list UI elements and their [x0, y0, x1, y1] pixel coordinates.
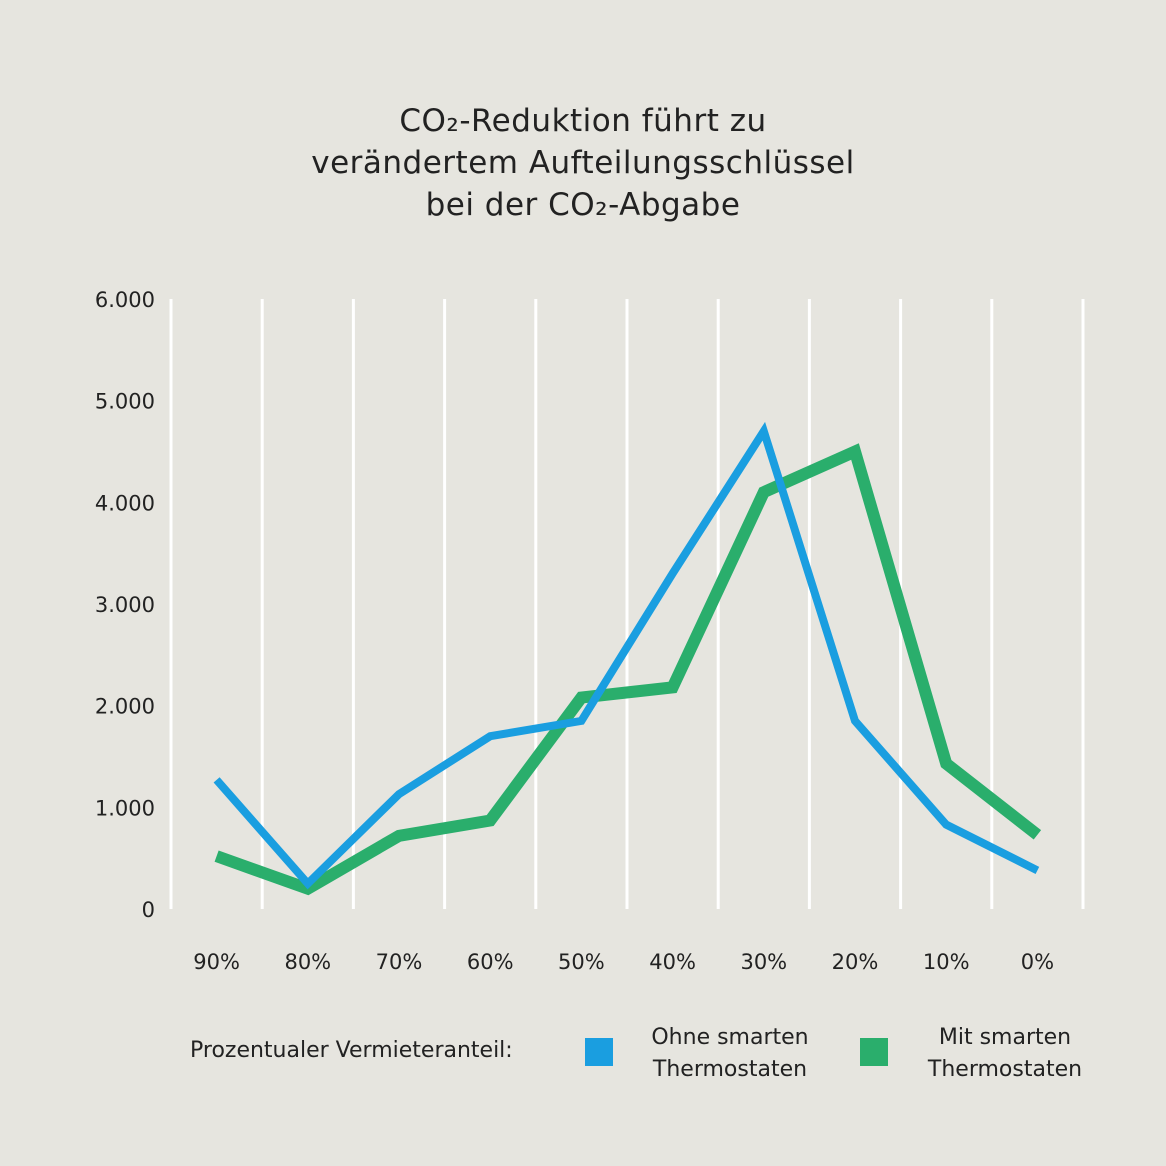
- x-tick-label: 80%: [284, 950, 331, 974]
- y-tick-label: 4.000: [95, 491, 155, 515]
- x-tick-label: 10%: [923, 950, 970, 974]
- title-line-1: CO₂-Reduktion führt zu: [399, 103, 767, 139]
- y-tick-label: 0: [142, 898, 155, 922]
- title-line-2: verändertem Aufteilungsschlüssel: [311, 145, 855, 181]
- x-tick-label: 50%: [558, 950, 605, 974]
- legend-swatch-mit: [860, 1038, 888, 1066]
- x-tick-label: 30%: [740, 950, 787, 974]
- x-tick-label: 0%: [1021, 950, 1054, 974]
- x-tick-label: 40%: [649, 950, 696, 974]
- x-tick-label: 20%: [832, 950, 879, 974]
- gridlines: [169, 299, 1085, 909]
- x-tick-label: 70%: [376, 950, 423, 974]
- series-line-mit-smarten-thermostaten: [214, 443, 1042, 896]
- y-tick-label: 2.000: [95, 695, 155, 719]
- legend-text-ohne: Ohne smarten Thermostaten: [651, 1025, 809, 1082]
- series-line-ohne-smarten-thermostaten: [213, 421, 1040, 890]
- legend-text-mit: Mit smarten Thermostaten: [927, 1025, 1083, 1082]
- legend-label: Prozentualer Vermieteranteil:: [190, 1038, 513, 1063]
- y-tick-label: 1.000: [95, 796, 155, 820]
- y-axis-ticks: 0 1.000 2.000 3.000 4.000 5.000 6.000: [95, 288, 155, 922]
- chart-title: CO₂-Reduktion führt zu verändertem Aufte…: [0, 100, 1166, 226]
- y-tick-label: 3.000: [95, 593, 155, 617]
- y-tick-label: 6.000: [95, 288, 155, 312]
- x-axis-ticks: 90% 80% 70% 60% 50% 40% 30% 20% 10% 0%: [193, 950, 1054, 974]
- y-tick-label: 5.000: [95, 390, 155, 414]
- legend: Prozentualer Vermieteranteil: Ohne smart…: [190, 1020, 1130, 1090]
- title-line-3: bei der CO₂-Abgabe: [425, 187, 741, 223]
- x-tick-label: 90%: [193, 950, 240, 974]
- series-lines: [213, 421, 1042, 896]
- legend-swatch-ohne: [585, 1038, 613, 1066]
- x-tick-label: 60%: [467, 950, 514, 974]
